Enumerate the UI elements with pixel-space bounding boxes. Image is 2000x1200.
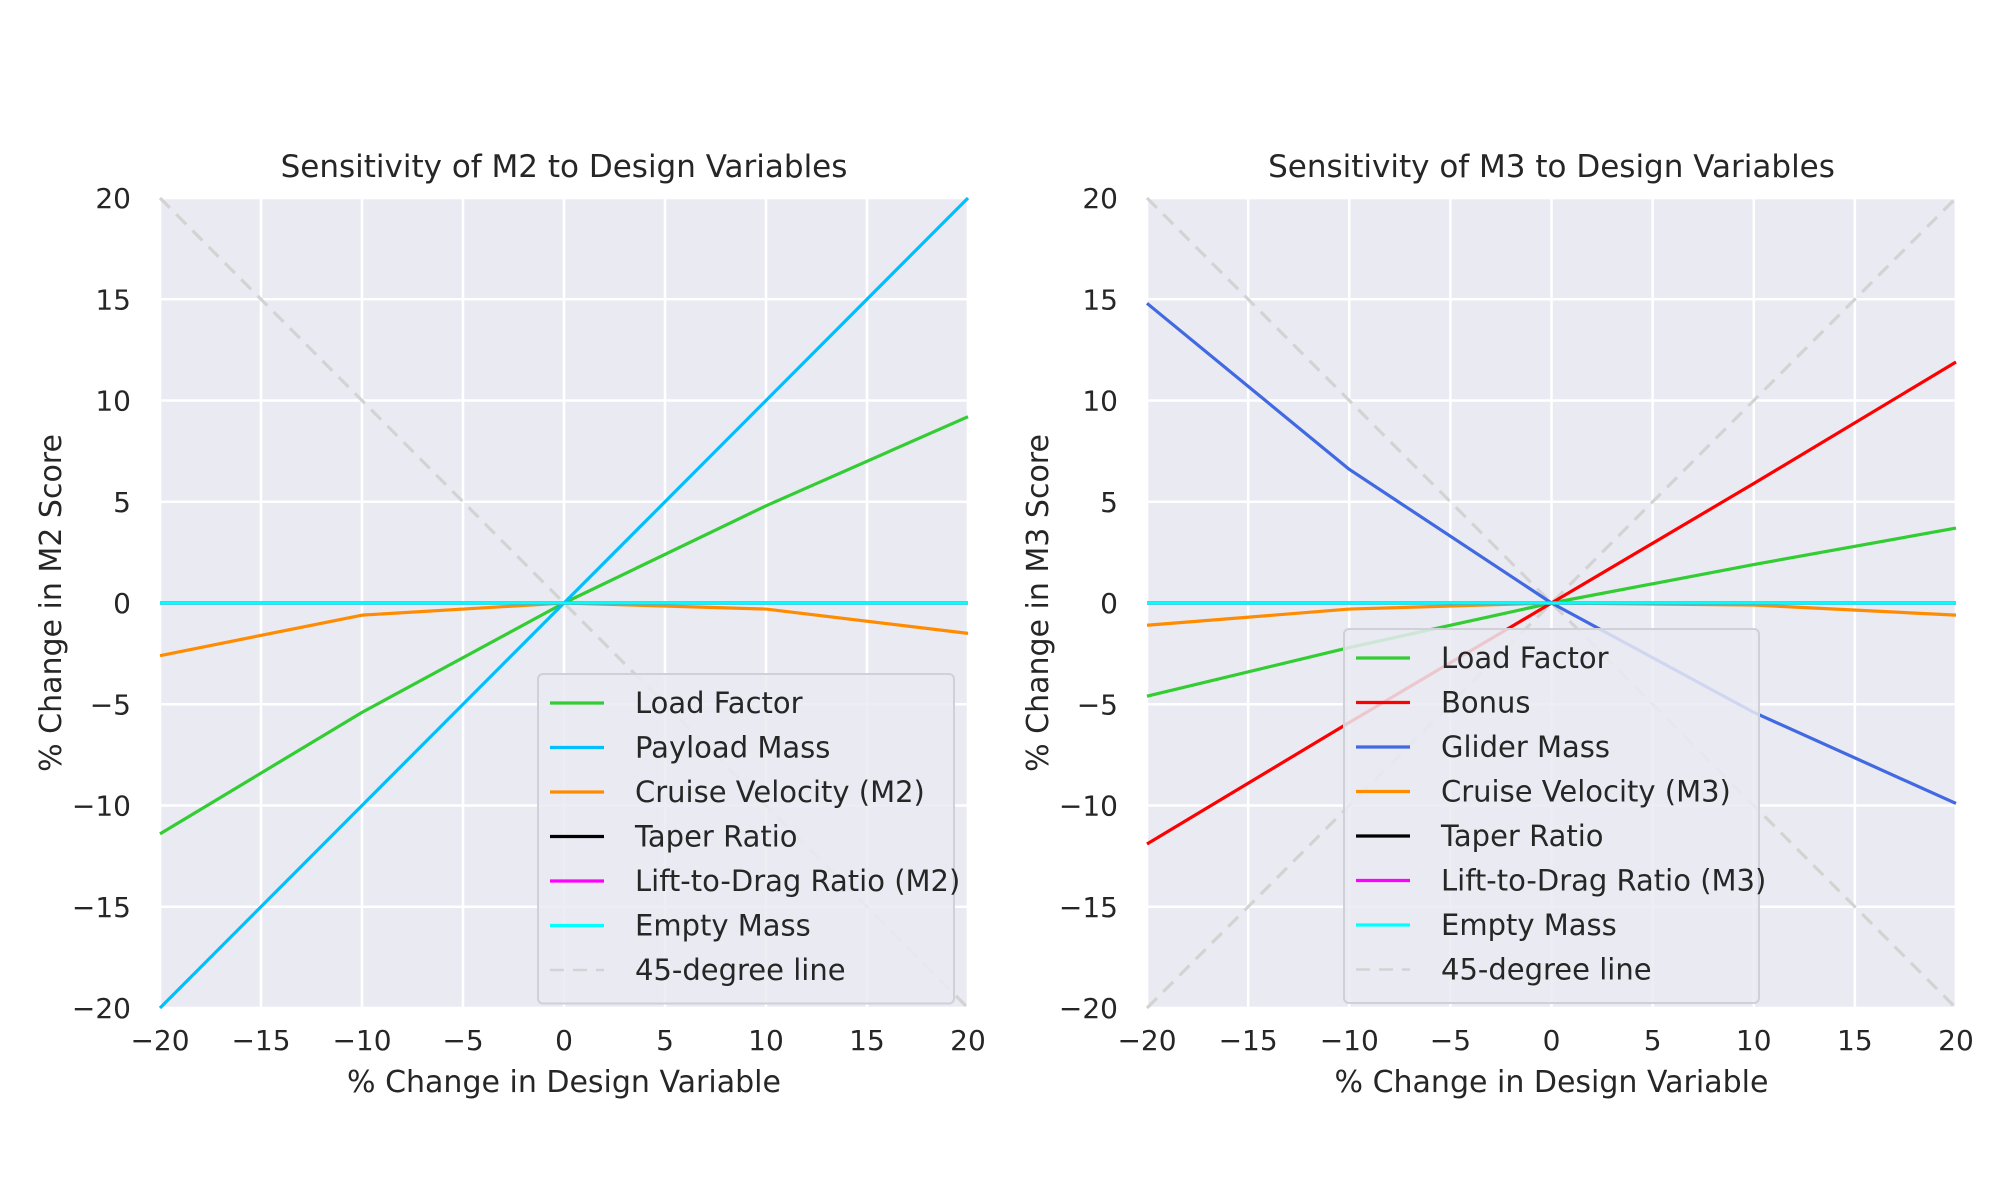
x-axis-label: % Change in Design Variable (1335, 1065, 1769, 1100)
x-tick-label: 0 (555, 1024, 573, 1057)
legend-label: Cruise Velocity (M2) (635, 775, 925, 809)
legend-item: Payload Mass (550, 731, 830, 765)
x-tick-labels: −20 −15 −10 −5 0 5 10 15 20 (1117, 1024, 1973, 1057)
x-tick-label: 0 (1543, 1024, 1561, 1057)
y-tick-label: 10 (1082, 385, 1118, 418)
legend-label: Bonus (1441, 686, 1531, 720)
legend: Load Factor Bonus Glider Mass Cruise Veloci… (1343, 628, 1766, 1004)
series-line-45-degree-line (1145, 196, 1958, 1010)
legend-label: Load Factor (635, 686, 803, 720)
y-tick-label: 5 (1100, 486, 1118, 519)
y-tick-label: −20 (1059, 992, 1118, 1025)
y-tick-label: −20 (72, 992, 131, 1025)
y-tick-label: 20 (1082, 182, 1118, 215)
legend-label: Empty Mass (1441, 908, 1617, 942)
legend-item: Empty Mass (1356, 908, 1617, 942)
legend-item: Bonus (1356, 686, 1531, 720)
x-tick-label: −10 (332, 1024, 391, 1057)
legend-item: Taper Ratio (1356, 819, 1604, 853)
y-tick-label: 10 (95, 385, 131, 418)
y-tick-label: −5 (1077, 688, 1118, 721)
x-tick-label: 15 (1837, 1024, 1873, 1057)
x-tick-labels: −20 −15 −10 −5 0 5 10 15 20 (130, 1024, 985, 1057)
legend-item: Lift-to-Drag Ratio (M2) (550, 864, 960, 898)
legend-item: Empty Mass (550, 909, 811, 943)
x-tick-label: 10 (1736, 1024, 1772, 1057)
x-tick-label: −10 (1320, 1024, 1379, 1057)
legend-label: 45-degree line (1441, 953, 1652, 987)
legend-label: 45-degree line (635, 953, 846, 987)
y-tick-label: −10 (72, 790, 131, 823)
x-tick-label: 5 (1644, 1024, 1662, 1057)
legend-label: Taper Ratio (634, 820, 798, 854)
x-axis-label: % Change in Design Variable (347, 1065, 781, 1100)
y-tick-label: 5 (113, 486, 131, 519)
legend-item: Cruise Velocity (M2) (550, 775, 925, 809)
y-tick-label: 0 (113, 587, 131, 620)
legend-item: 45-degree line (550, 953, 846, 987)
x-tick-label: −15 (231, 1024, 290, 1057)
legend-label: Lift-to-Drag Ratio (M3) (1441, 864, 1766, 898)
x-tick-label: −5 (1430, 1024, 1471, 1057)
x-tick-label: 15 (849, 1024, 885, 1057)
x-tick-label: 20 (1938, 1024, 1974, 1057)
legend-item: 45-degree line (1356, 953, 1652, 987)
y-axis-label: % Change in M2 Score (34, 434, 69, 772)
legend: Load Factor Payload Mass Cruise Velocity (… (537, 673, 960, 1005)
m3-sensitivity-panel: −20 −15 −10 −5 0 5 10 15 20 20 15 10 5 0 −5 −10 −15 −20 Se… (1021, 149, 1974, 1100)
legend-label: Lift-to-Drag Ratio (M2) (635, 864, 960, 898)
y-tick-label: 15 (1082, 283, 1118, 316)
x-tick-label: 10 (748, 1024, 784, 1057)
y-tick-label: 15 (95, 283, 131, 316)
x-tick-label: 5 (656, 1024, 674, 1057)
series-lines (1145, 196, 1958, 1010)
y-tick-label: −10 (1059, 790, 1118, 823)
legend-item: Lift-to-Drag Ratio (M3) (1356, 864, 1766, 898)
y-tick-labels: 20 15 10 5 0 −5 −10 −15 −20 (1059, 182, 1118, 1025)
y-tick-label: 20 (95, 182, 131, 215)
m2-sensitivity-panel: −20 −15 −10 −5 0 5 10 15 20 20 15 10 5 0 −5 −10 −15 −20 Se… (34, 149, 986, 1100)
legend-item: Glider Mass (1356, 730, 1610, 764)
legend-frame (537, 673, 955, 1005)
legend-frame (1343, 628, 1760, 1004)
legend-label: Taper Ratio (1440, 819, 1604, 853)
legend-item: Taper Ratio (550, 820, 798, 854)
x-tick-label: −5 (442, 1024, 483, 1057)
x-tick-label: −20 (130, 1024, 189, 1057)
y-tick-label: −15 (1059, 891, 1118, 924)
legend-label: Cruise Velocity (M3) (1441, 775, 1731, 809)
legend-item: Load Factor (1356, 641, 1609, 675)
y-tick-label: −15 (72, 891, 131, 924)
y-tick-label: 0 (1100, 587, 1118, 620)
chart-title: Sensitivity of M3 to Design Variables (1268, 149, 1835, 185)
legend-label: Empty Mass (635, 909, 811, 943)
y-tick-labels: 20 15 10 5 0 −5 −10 −15 −20 (72, 182, 131, 1025)
x-tick-label: −15 (1219, 1024, 1278, 1057)
series-line-45-degree-line (1145, 196, 1958, 1010)
y-axis-label: % Change in M3 Score (1021, 434, 1056, 772)
legend-item: Load Factor (550, 686, 803, 720)
legend-item: Cruise Velocity (M3) (1356, 775, 1731, 809)
chart-title: Sensitivity of M2 to Design Variables (281, 149, 848, 185)
y-tick-label: −5 (90, 688, 131, 721)
legend-label: Glider Mass (1441, 730, 1610, 764)
legend-label: Load Factor (1441, 641, 1609, 675)
x-tick-label: 20 (950, 1024, 986, 1057)
legend-label: Payload Mass (635, 731, 830, 765)
x-tick-label: −20 (1117, 1024, 1176, 1057)
